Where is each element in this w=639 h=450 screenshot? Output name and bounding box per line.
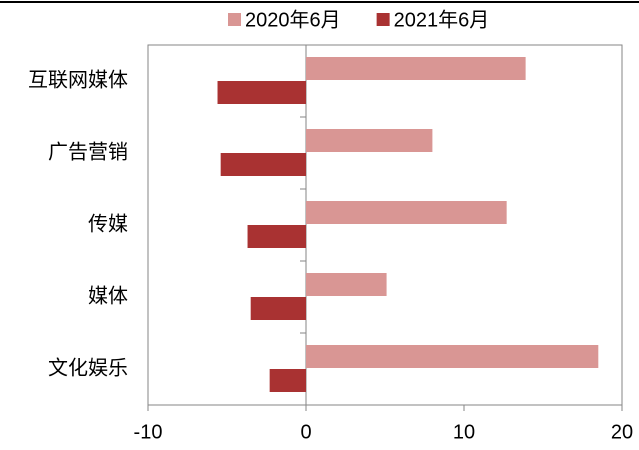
bar xyxy=(306,129,433,152)
legend-label: 2020年6月 xyxy=(245,8,341,31)
y-tick-label: 广告营销 xyxy=(48,140,128,163)
plot-area xyxy=(147,44,623,406)
bar xyxy=(217,81,306,104)
bar xyxy=(306,345,599,368)
y-tick-label: 媒体 xyxy=(88,284,128,307)
x-tick-label: -10 xyxy=(134,421,163,443)
bar xyxy=(306,273,387,296)
legend-swatch xyxy=(376,13,390,26)
y-tick-label: 传媒 xyxy=(88,212,128,235)
x-tick-label: 20 xyxy=(611,421,633,443)
bar xyxy=(250,297,306,320)
x-tick-label: 10 xyxy=(453,421,475,443)
legend-swatch xyxy=(228,13,241,26)
bar xyxy=(220,153,306,176)
legend-label: 2021年6月 xyxy=(394,8,490,31)
y-tick-label: 文化娱乐 xyxy=(48,356,128,379)
bar xyxy=(269,369,306,392)
x-tick-label: 0 xyxy=(300,421,311,443)
bar xyxy=(306,57,526,80)
bar xyxy=(306,201,507,224)
y-tick-label: 互联网媒体 xyxy=(28,68,128,91)
bar xyxy=(247,225,306,248)
